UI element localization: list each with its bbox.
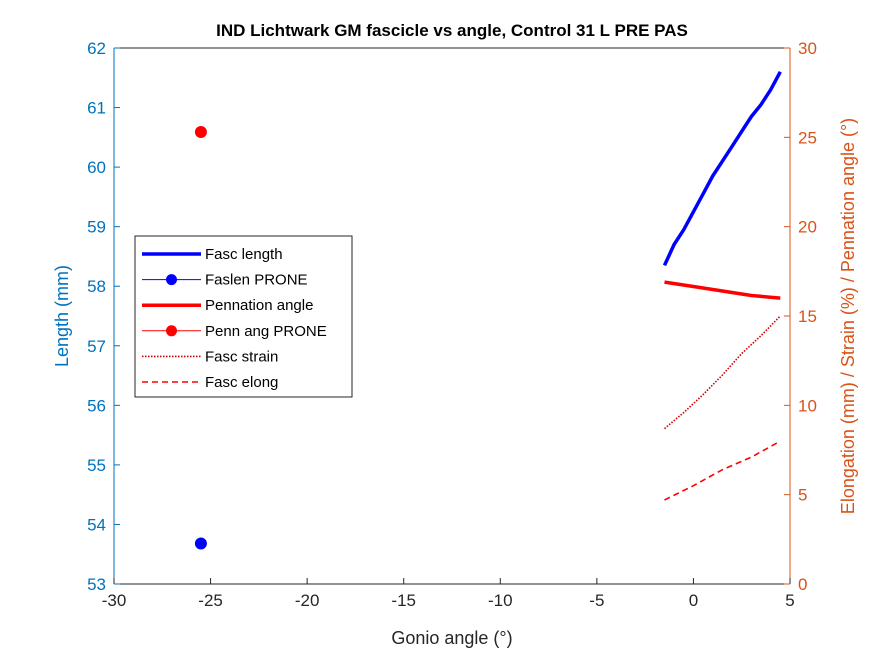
right-tick-label: 25 — [798, 128, 817, 147]
right-tick-label: 5 — [798, 486, 807, 505]
left-tick-label: 61 — [87, 99, 106, 118]
left-tick-label: 59 — [87, 218, 106, 237]
legend-label-penn-ang-prone: Penn ang PRONE — [205, 323, 327, 340]
x-tick-label: 5 — [785, 591, 794, 610]
x-tick-label: -5 — [589, 591, 604, 610]
series-point-penn-ang-prone — [194, 125, 207, 138]
legend-entries: Fasc length Faslen PRONE Pennation angle Pe… — [142, 246, 327, 391]
series-line-fasc-strain — [663, 315, 781, 430]
left-tick-label: 58 — [87, 277, 106, 296]
series-layer — [194, 70, 782, 550]
legend-marker-penn-ang-prone — [166, 325, 177, 337]
series-line-pennation-angle — [664, 280, 781, 300]
left-tick-label: 62 — [87, 39, 106, 58]
legend-marker-faslen-prone — [166, 274, 177, 286]
series-line-fasc-elong — [664, 440, 781, 501]
left-tick-label: 60 — [87, 158, 106, 177]
legend: Fasc length Faslen PRONE Pennation angle Pe… — [134, 235, 353, 398]
right-axis-label: Elongation (mm) / Strain (%) / Pennation… — [838, 118, 858, 514]
left-tick-label: 54 — [87, 515, 106, 534]
x-axis-ticks: -30 -25 -20 -15 -10 -5 0 5 — [102, 578, 795, 610]
left-tick-label: 57 — [87, 337, 106, 356]
x-axis-label: Gonio angle (°) — [391, 628, 512, 648]
right-tick-label: 30 — [798, 39, 817, 58]
series-line-fasc-length — [662, 70, 782, 267]
legend-label-pennation-angle: Pennation angle — [205, 297, 313, 314]
legend-box — [134, 235, 353, 398]
left-tick-label: 53 — [87, 575, 106, 594]
legend-label-fasc-strain: Fasc strain — [205, 348, 278, 365]
left-axis-label: Length (mm) — [52, 265, 72, 367]
left-tick-label: 56 — [87, 396, 106, 415]
x-tick-label: -25 — [198, 591, 223, 610]
right-axis-ticks: 0 5 10 15 20 25 30 — [784, 39, 817, 594]
legend-label-fasc-length: Fasc length — [205, 246, 283, 263]
x-tick-label: -30 — [102, 591, 127, 610]
right-tick-label: 15 — [798, 307, 817, 326]
x-tick-label: -20 — [295, 591, 320, 610]
legend-label-fasc-elong: Fasc elong — [205, 374, 278, 391]
right-tick-label: 10 — [798, 396, 817, 415]
legend-label-faslen-prone: Faslen PRONE — [205, 272, 308, 289]
x-tick-label: 0 — [689, 591, 698, 610]
left-tick-label: 55 — [87, 456, 106, 475]
series-point-faslen-prone — [194, 537, 207, 550]
left-axis-ticks: 53 54 55 56 57 58 59 60 61 62 — [87, 39, 120, 594]
x-tick-label: -10 — [488, 591, 513, 610]
chart-title: IND Lichtwark GM fascicle vs angle, Cont… — [216, 21, 688, 40]
right-tick-label: 0 — [798, 575, 807, 594]
x-tick-label: -15 — [391, 591, 416, 610]
right-tick-label: 20 — [798, 218, 817, 237]
